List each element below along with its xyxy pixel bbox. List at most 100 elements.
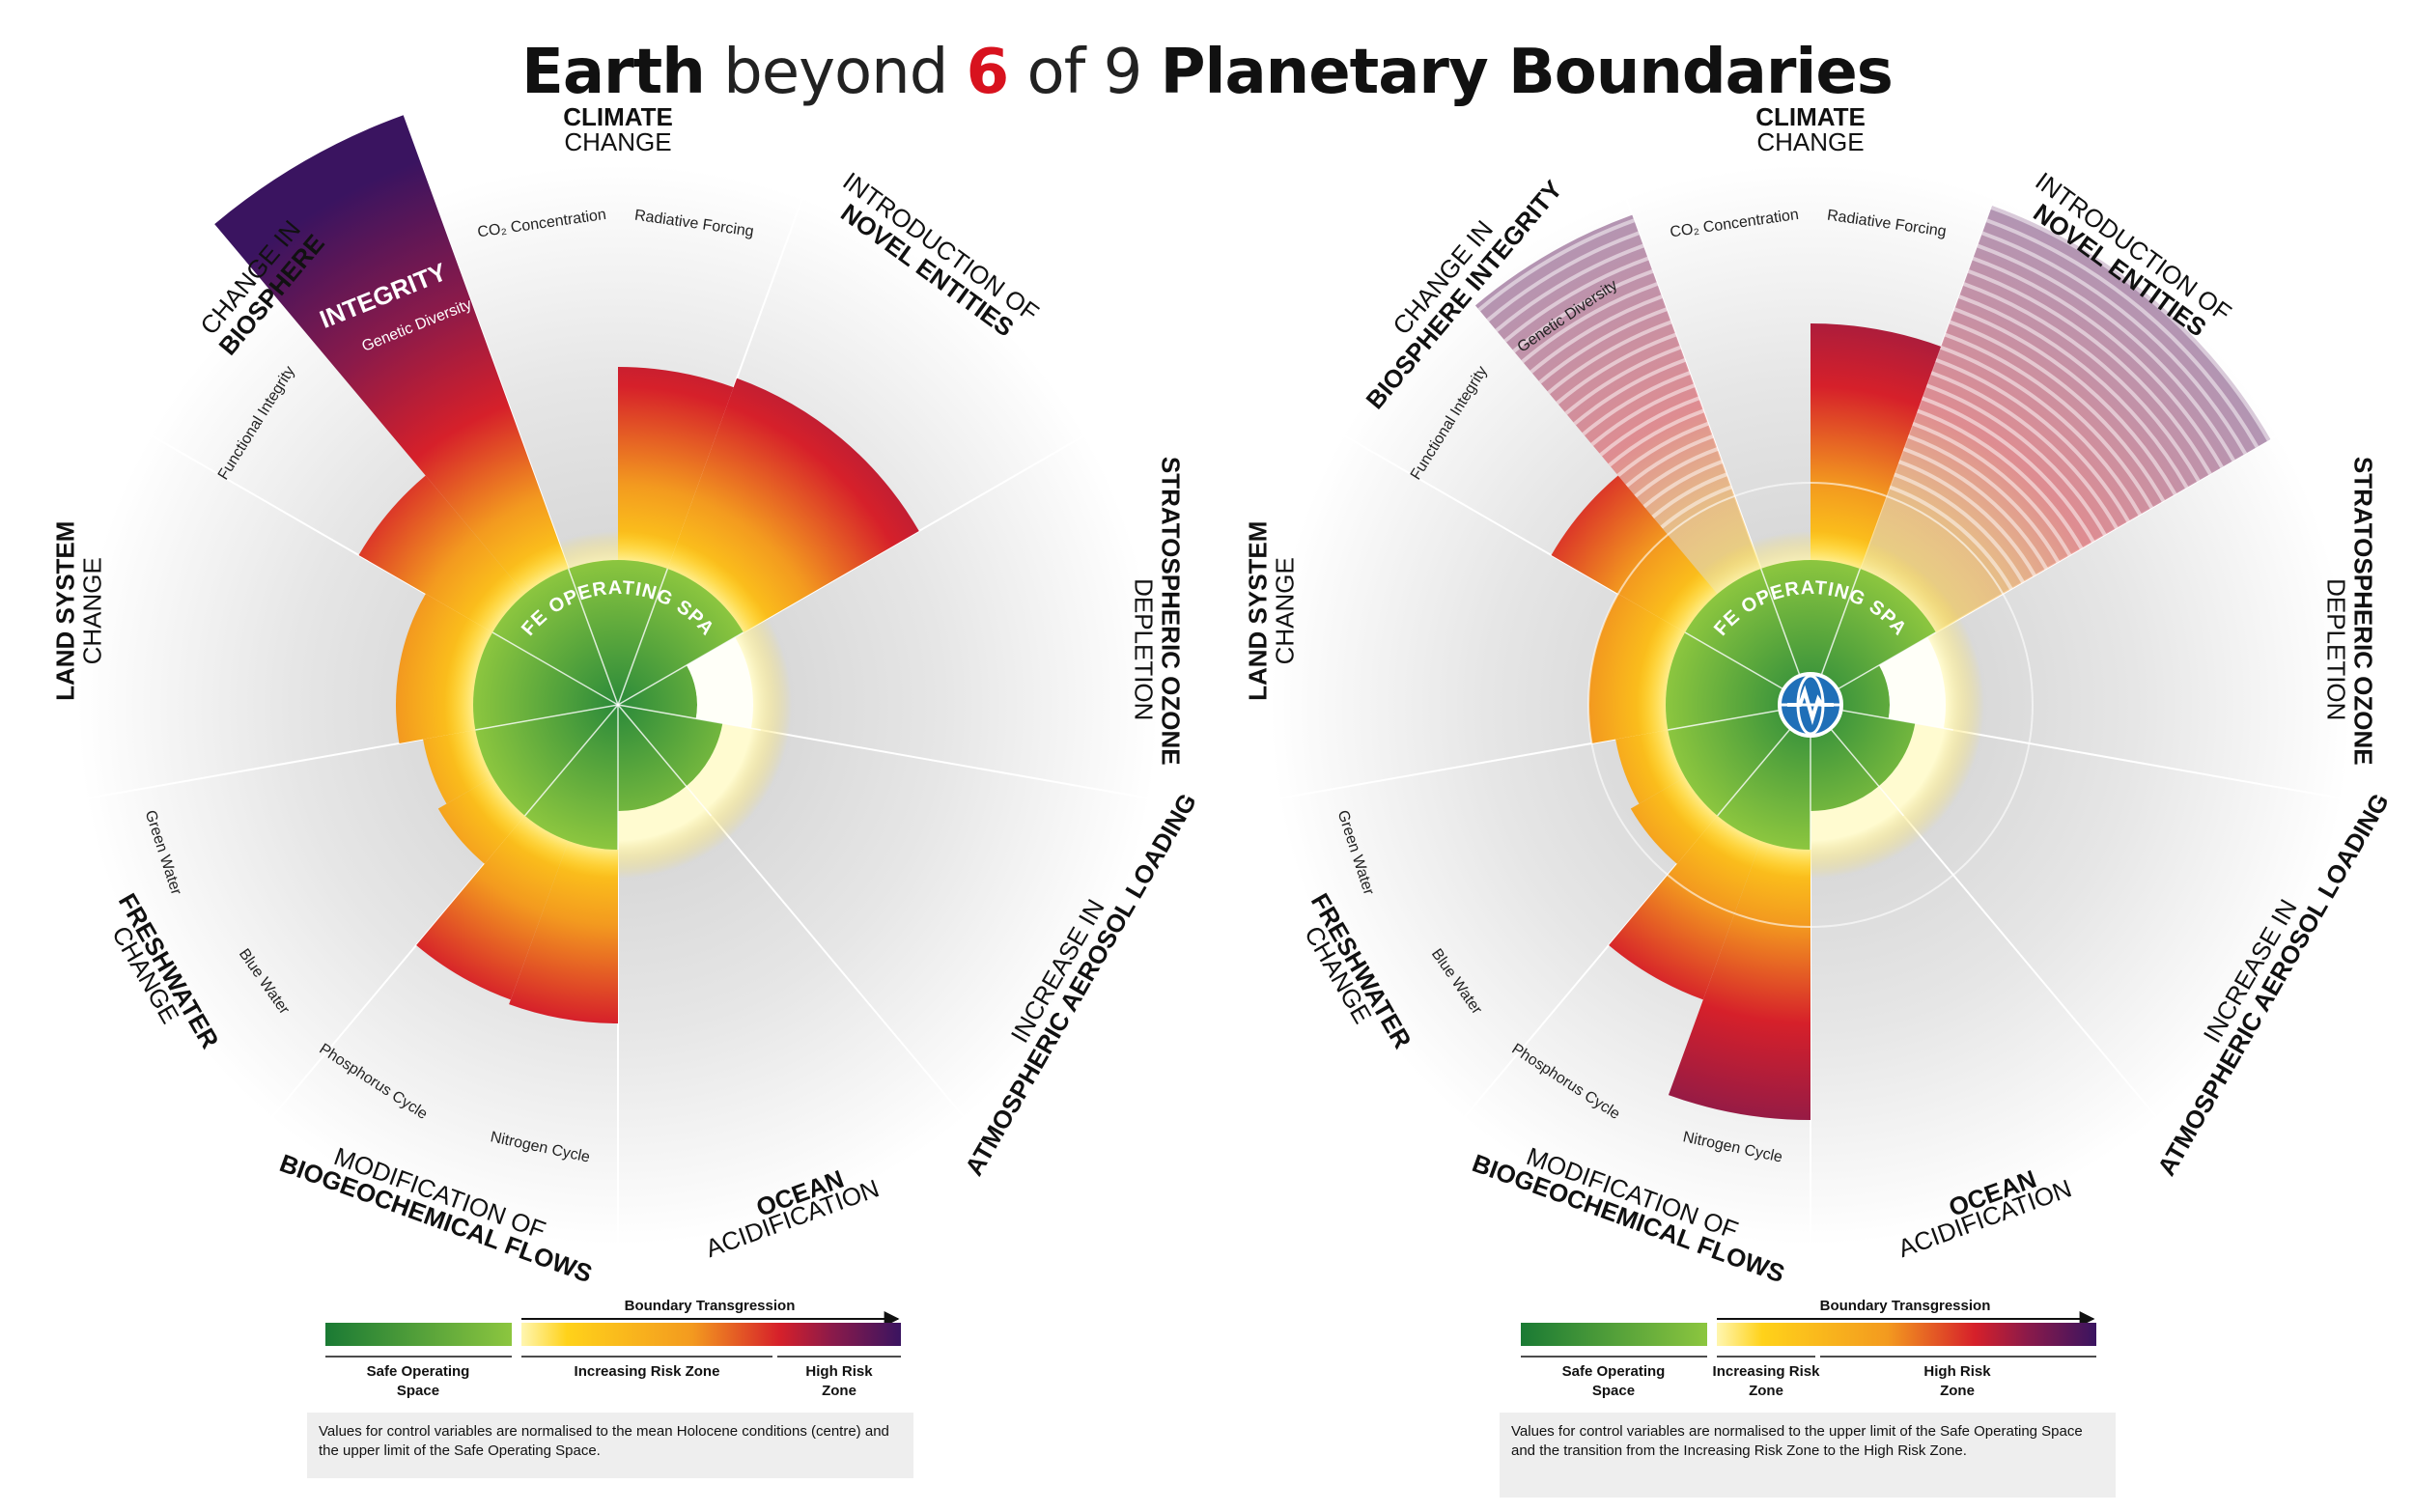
right-hatch-line	[1925, 383, 2107, 537]
right-hatch-line	[1564, 345, 1681, 415]
safe-space-divider	[567, 568, 619, 706]
right-hatch-line	[1912, 421, 2072, 557]
right-label-ozone-light: DEPLETION	[2321, 578, 2350, 720]
right-legend-risk-bar	[1717, 1323, 2096, 1346]
right-boundary-ring	[1587, 482, 2034, 928]
right-hatch-line	[1940, 345, 2142, 517]
left-ozone-ring	[687, 637, 753, 729]
right-label-climate-bold: CLIMATE	[1755, 102, 1866, 131]
right-wedge-bgc-n	[1668, 813, 1810, 1120]
globe-icon	[1778, 672, 1843, 738]
right-legend-risk-caption: Increasing Risk Zone	[1713, 1363, 1821, 1399]
right-hatch-line	[1921, 396, 2095, 544]
left-green-safe-lower	[475, 705, 618, 850]
left-legend-high-caption: High Risk Zone	[805, 1363, 873, 1399]
right-label-land-bold: LAND SYSTEM	[1244, 521, 1273, 701]
left-label-land-bold: LAND SYSTEM	[51, 521, 80, 701]
right-hatch-line	[1477, 218, 1636, 312]
right-hatch-line	[1985, 218, 2260, 449]
safe-space-divider	[475, 704, 619, 731]
right-hatch-line	[1963, 282, 2201, 483]
right-hatch-line	[1981, 231, 2248, 456]
right-hatch-line	[1547, 320, 1672, 395]
left-legend-safe-caption: Safe Operating Space	[367, 1363, 470, 1399]
left-label-land-light: CHANGE	[78, 557, 107, 664]
right-hatch-line	[1616, 421, 1709, 478]
right-green-safe-lower	[1668, 705, 1810, 850]
right-ozone-ring	[1879, 637, 1946, 729]
right-hatch-line	[1486, 231, 1640, 322]
right-hatch-line	[1660, 485, 1732, 529]
right-hatch-line	[1967, 268, 2212, 476]
safe-space-divider	[617, 704, 712, 817]
right-legend-arrow-label: Boundary Transgression	[1820, 1298, 1991, 1314]
right-hatch-line	[1590, 383, 1696, 446]
left-green-ocean	[618, 705, 687, 811]
left-green-aerosol	[618, 705, 723, 787]
left-label-climate-light: CHANGE	[564, 127, 671, 156]
safe-space-divider	[524, 704, 619, 817]
page-title: Earth beyond 6 of 9 Planetary Boundaries	[0, 37, 2414, 108]
right-hatch-line	[1599, 396, 1700, 457]
right-hatch-line	[1972, 256, 2224, 469]
safe-space-divider	[617, 568, 669, 706]
right-hatch-line	[1953, 307, 2177, 496]
right-hatch-line	[1651, 472, 1727, 518]
left-legend-arrow-label: Boundary Transgression	[625, 1298, 796, 1314]
left-legend-risk-caption: Increasing Risk Zone	[575, 1363, 720, 1380]
right-hatch-line	[1949, 320, 2166, 503]
right-label-climate-light: CHANGE	[1756, 127, 1864, 156]
right-hatch-line	[1625, 434, 1714, 488]
left-label-climate-bold: CLIMATE	[563, 102, 673, 131]
right-hatch-line	[1582, 371, 1691, 436]
left-legend: Boundary Transgression Safe Operating Spa…	[325, 1298, 901, 1399]
right-hatch-line	[1634, 447, 1719, 498]
left-label-ozone-light: DEPLETION	[1129, 578, 1158, 720]
right-hatch-line	[1958, 294, 2189, 490]
right-hatch-line	[1538, 307, 1668, 384]
left-wedge-genetic	[214, 115, 578, 617]
title-of-nine: of 9	[1026, 37, 1143, 108]
right-hatch-line	[1608, 408, 1704, 467]
right-hatch-line	[1894, 472, 2025, 584]
right-legend-note: Values for control variables are normali…	[1500, 1413, 2116, 1498]
left-legend-safe-bar	[325, 1323, 512, 1346]
title-beyond: beyond	[723, 37, 948, 108]
right-hatch-line	[1930, 371, 2119, 530]
right-wedge-rf	[1810, 323, 1942, 597]
right-hatch-line	[1512, 268, 1654, 353]
right-hatch-line	[1642, 460, 1724, 509]
right-hatch-line	[1902, 447, 2048, 571]
right-legend: Boundary Transgression Safe Operating Spa…	[1521, 1298, 2096, 1399]
right-hatch-line	[1521, 282, 1658, 364]
left-green-ozone	[618, 665, 697, 719]
right-hatch-line	[1573, 358, 1686, 426]
right-hatch-line	[1935, 358, 2130, 523]
right-green-aerosol	[1810, 705, 1916, 787]
right-legend-high-caption: High Risk Zone	[1923, 1363, 1991, 1399]
right-hatch-line	[1990, 206, 2271, 442]
title-earth: Earth	[521, 37, 706, 108]
right-hatch-line	[1897, 460, 2036, 577]
left-legend-risk-bar	[521, 1323, 901, 1346]
right-label-land-light: CHANGE	[1271, 557, 1300, 664]
right-label-ozone-bold: STRATOSPHERIC OZONE	[2348, 457, 2377, 766]
right-wedge-genetic	[1474, 214, 1771, 617]
right-green-safe-main	[1666, 559, 1936, 731]
left-legend-note: Values for control variables are normali…	[307, 1413, 913, 1478]
right-hatch-line	[1495, 243, 1644, 332]
safe-space-divider	[617, 704, 761, 731]
title-count: 6	[966, 37, 1010, 108]
right-legend-safe-bar	[1521, 1323, 1707, 1346]
right-hatch-line	[1530, 294, 1663, 374]
left-label-ozone-bold: STRATOSPHERIC OZONE	[1156, 457, 1185, 766]
right-hatch-line	[1889, 485, 2013, 591]
left-green-safe-main	[472, 559, 744, 731]
right-hatch-line	[1556, 332, 1677, 405]
right-hatch-line	[1917, 408, 2084, 550]
safe-space-divider	[491, 631, 619, 706]
right-hatch-line	[1977, 243, 2235, 462]
title-boundaries: Planetary Boundaries	[1160, 37, 1894, 108]
